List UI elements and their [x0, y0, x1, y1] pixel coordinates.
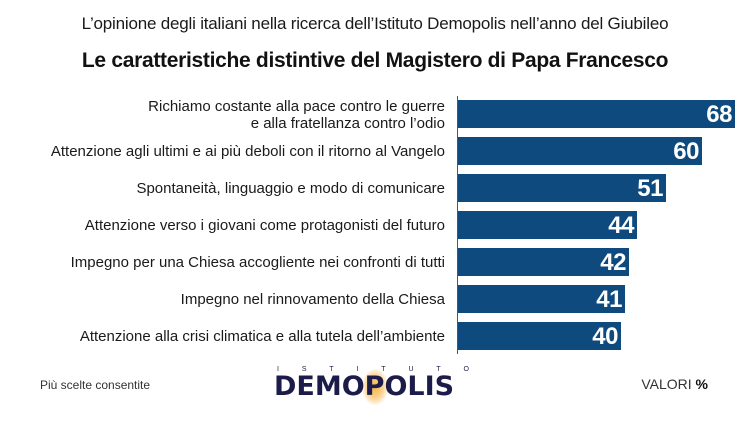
bar-value: 44	[608, 212, 634, 239]
bar-row: Impegno nel rinnovamento della Chiesa 41	[0, 285, 750, 313]
bar-label: Attenzione agli ultimi e ai più deboli c…	[50, 142, 445, 160]
logo-sun-icon	[362, 369, 388, 405]
logo-wordmark: DEMOPOLIS	[274, 371, 455, 402]
bar-row: Spontaneità, linguaggio e modo di comuni…	[0, 174, 750, 202]
bar-row: Impegno per una Chiesa accogliente nei c…	[0, 248, 750, 276]
bar-label: Impegno nel rinnovamento della Chiesa	[180, 290, 445, 308]
bar-value: 51	[637, 175, 663, 202]
bar-label-line2: e alla fratellanza contro l’odio	[250, 115, 445, 132]
bar-label: Impegno per una Chiesa accogliente nei c…	[70, 253, 445, 271]
bar: 40	[458, 322, 621, 350]
bar-label-line1: Richiamo costante alla pace contro le gu…	[148, 98, 445, 115]
bar-value: 41	[596, 286, 622, 313]
bar: 42	[458, 248, 629, 276]
bar: 60	[458, 137, 702, 165]
bar-label: Attenzione alla crisi climatica e alla t…	[79, 327, 445, 345]
category-axis-line	[457, 96, 458, 354]
bar: 44	[458, 211, 637, 239]
logo-istituto: I S T I T U T O	[277, 366, 469, 373]
bar-row: Attenzione agli ultimi e ai più deboli c…	[0, 137, 750, 165]
units-label: VALORI %	[641, 376, 708, 392]
bar-value: 40	[592, 323, 618, 350]
chart-subtitle: L’opinione degli italiani nella ricerca …	[81, 14, 669, 33]
bar-row: Attenzione alla crisi climatica e alla t…	[0, 322, 750, 350]
bar-value: 60	[673, 138, 699, 165]
units-symbol: %	[695, 376, 708, 392]
bar-row: Attenzione verso i giovani come protagon…	[0, 211, 750, 239]
chart-title: Le caratteristiche distintive del Magist…	[81, 49, 669, 72]
units-text: VALORI	[641, 376, 692, 392]
bar-row: Richiamo costante alla pace contro le gu…	[0, 98, 750, 132]
bar-value: 42	[600, 249, 626, 276]
bar-label: Richiamo costante alla pace contro le gu…	[148, 96, 445, 132]
bar-label: Spontaneità, linguaggio e modo di comuni…	[136, 179, 445, 197]
bar: 41	[458, 285, 625, 313]
bar-value: 68	[706, 101, 732, 128]
bar-label: Attenzione verso i giovani come protagon…	[84, 216, 445, 234]
bar: 68	[458, 100, 735, 128]
bar: 51	[458, 174, 666, 202]
footnote: Più scelte consentite	[40, 378, 151, 392]
demopolis-logo: I S T I T U T O DEMOPOLIS	[274, 366, 474, 406]
